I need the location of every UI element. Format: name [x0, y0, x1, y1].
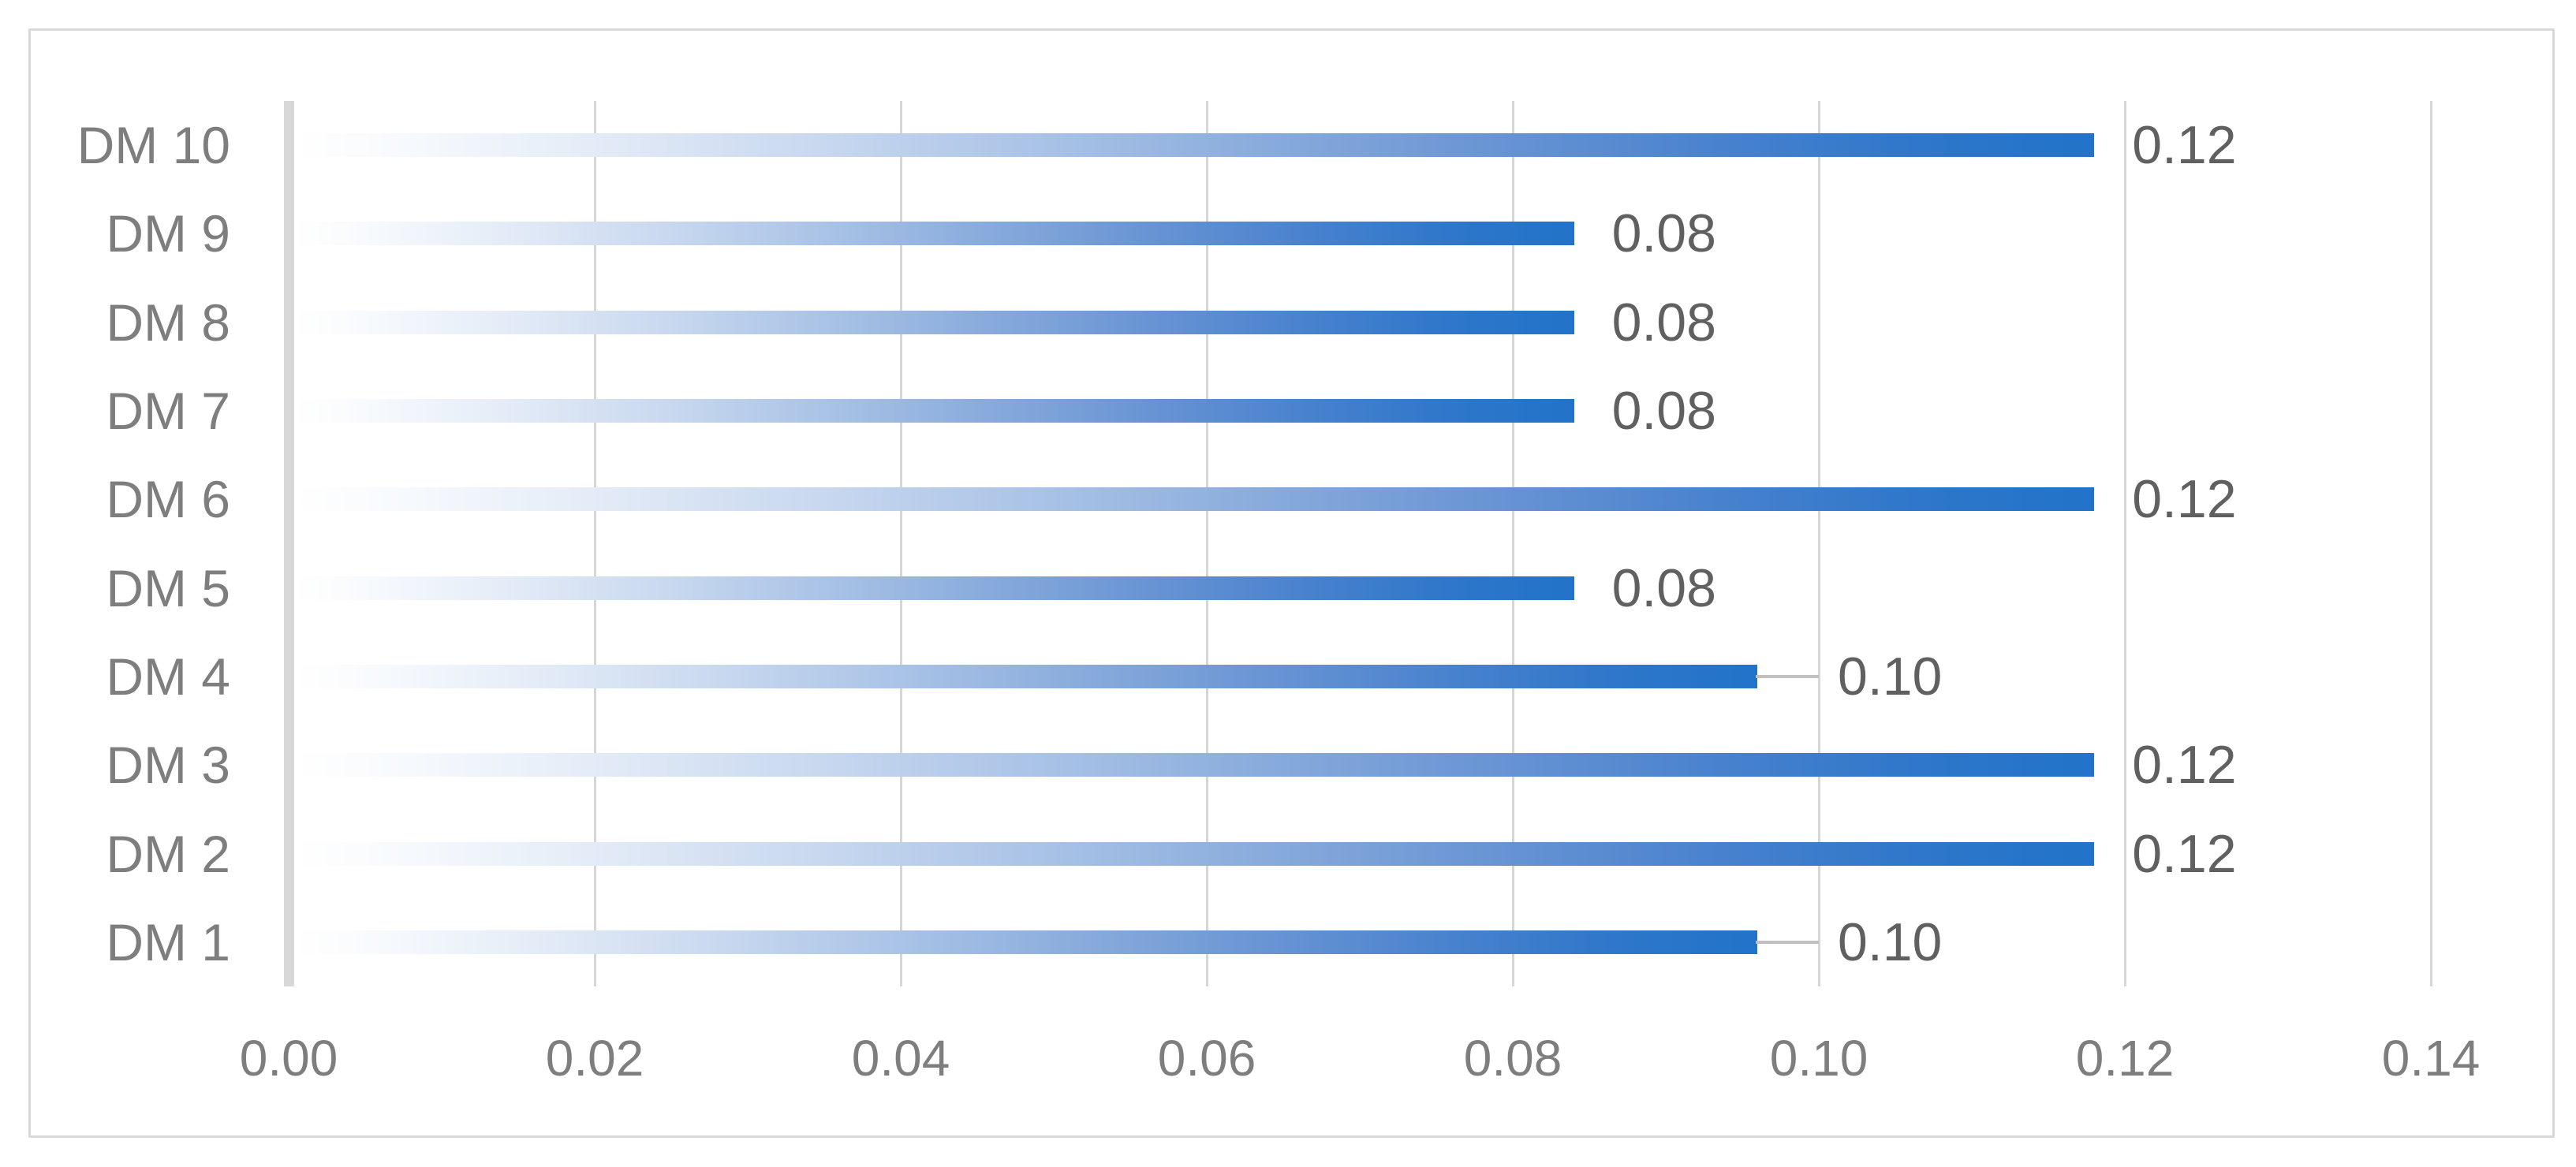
x-tick-label-0.02: 0.02: [545, 1030, 644, 1087]
category-label-dm-7: DM 7: [106, 382, 230, 441]
x-tick-label-0.08: 0.08: [1463, 1030, 1562, 1087]
data-label-dm-3: 0.12: [2132, 735, 2237, 796]
value-axis-line: [283, 101, 294, 986]
error-bar-whisker-dm-1: [1756, 940, 1819, 944]
category-label-dm-4: DM 4: [106, 647, 230, 706]
bar-dm-10: [294, 133, 2095, 158]
x-tick-label-0.04: 0.04: [851, 1030, 950, 1087]
x-tick-label-0.14: 0.14: [2381, 1030, 2481, 1087]
bar-dm-2: [294, 841, 2095, 866]
bar-dm-5: [294, 576, 1574, 600]
gridline-0.08: [1511, 101, 1514, 986]
bar-dm-1: [294, 930, 1758, 954]
bar-dm-7: [294, 399, 1574, 423]
category-label-dm-10: DM 10: [77, 116, 230, 175]
gridline-0.02: [593, 101, 596, 986]
data-label-dm-9: 0.08: [1611, 203, 1716, 264]
gridline-0.06: [1205, 101, 1208, 986]
x-tick-label-0.00: 0.00: [239, 1030, 338, 1087]
data-label-dm-8: 0.08: [1611, 292, 1716, 352]
bar-dm-8: [294, 310, 1574, 334]
category-label-dm-1: DM 1: [106, 912, 230, 971]
data-label-dm-5: 0.08: [1611, 557, 1716, 618]
category-label-dm-3: DM 3: [106, 736, 230, 795]
category-label-dm-5: DM 5: [106, 558, 230, 617]
data-label-dm-1: 0.10: [1838, 912, 1943, 972]
category-label-dm-8: DM 8: [106, 293, 230, 352]
data-label-dm-6: 0.12: [2132, 469, 2237, 530]
x-tick-label-0.06: 0.06: [1157, 1030, 1256, 1087]
gridline-0.12: [2123, 101, 2126, 986]
x-tick-label-0.12: 0.12: [2075, 1030, 2175, 1087]
data-label-dm-2: 0.12: [2132, 823, 2237, 884]
bar-dm-9: [294, 222, 1574, 246]
gridline-0.04: [899, 101, 902, 986]
data-label-dm-7: 0.08: [1611, 381, 1716, 442]
gridline-0.10: [1817, 101, 1820, 986]
category-label-dm-6: DM 6: [106, 470, 230, 529]
bar-dm-3: [294, 753, 2095, 777]
category-label-dm-2: DM 2: [106, 824, 230, 883]
category-label-dm-9: DM 9: [106, 204, 230, 263]
data-label-dm-10: 0.12: [2132, 115, 2237, 176]
bar-dm-6: [294, 487, 2095, 512]
gridline-0.14: [2429, 101, 2432, 986]
error-bar-whisker-dm-4: [1756, 674, 1819, 678]
x-tick-label-0.10: 0.10: [1769, 1030, 1869, 1087]
bar-dm-4: [294, 664, 1758, 688]
data-label-dm-4: 0.10: [1838, 646, 1943, 707]
